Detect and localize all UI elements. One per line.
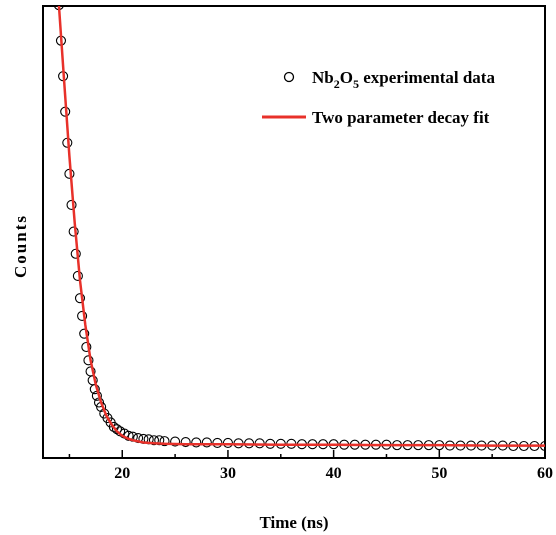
legend: Nb2O5 experimental data Two parameter de…	[262, 68, 495, 127]
data-point	[148, 435, 160, 446]
data-point	[72, 270, 83, 282]
data-point	[81, 341, 92, 353]
fit-layer	[57, 6, 545, 447]
x-tick-label: 20	[114, 465, 130, 482]
x-tick-label: 50	[431, 465, 447, 482]
data-point	[222, 437, 233, 448]
data-point	[66, 199, 77, 210]
data-point	[68, 226, 79, 237]
legend-part-nb: Nb	[312, 68, 334, 87]
legend-marker-experimental	[283, 71, 295, 83]
legend-label-experimental: Nb2O5 experimental data	[312, 68, 495, 91]
fit-line	[57, 6, 545, 447]
x-tick-label: 60	[537, 465, 553, 482]
data-point	[201, 437, 212, 448]
x-axis-tick-labels: 20 30 40 50 60	[114, 465, 553, 482]
data-point	[212, 437, 223, 448]
x-axis-title: Time (ns)	[259, 513, 328, 532]
data-point	[180, 436, 191, 448]
legend-part-o: O	[340, 68, 353, 87]
legend-label-fit: Two parameter decay fit	[312, 108, 490, 127]
x-axis-ticks	[68, 450, 546, 458]
data-point	[70, 248, 81, 259]
x-tick-label: 40	[326, 465, 342, 482]
data-point	[111, 424, 123, 435]
legend-part-rest: experimental data	[359, 68, 495, 87]
data-point	[79, 328, 90, 339]
plot-frame	[42, 5, 546, 459]
x-tick-label: 30	[220, 465, 236, 482]
data-point	[191, 437, 202, 448]
data-point	[159, 436, 170, 447]
data-point	[74, 293, 86, 304]
legend-sub-2: 2	[334, 77, 340, 91]
y-axis-title: Counts	[11, 214, 30, 278]
data-point	[170, 436, 181, 447]
data-point	[83, 355, 94, 366]
data-point	[77, 310, 88, 321]
legend-sub-5: 5	[353, 77, 359, 91]
